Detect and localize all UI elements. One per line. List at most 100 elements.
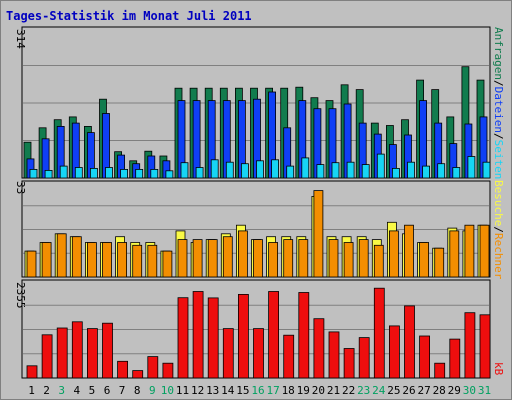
x-axis-day-labels: 1 2 3 4 5 6 7 8 9 10 11 12 13 14 15 16 17 18 19 20 21 22 23 24 2…	[28, 384, 491, 397]
bottom-bar-kb-day-29	[449, 338, 461, 379]
day-label-25: 25	[387, 384, 400, 397]
bottom-bar-kb-day-7	[117, 360, 128, 379]
day-label-26: 26	[402, 384, 415, 397]
top-bar-seiten-day-3	[59, 165, 68, 179]
bottom-bar-kb-day-27	[419, 335, 431, 379]
middle-bar-rechner-day-23	[358, 239, 369, 278]
top-bar-seiten-day-9	[150, 168, 159, 179]
middle-panel-max-label: 33	[14, 181, 27, 194]
top-panel-bars	[23, 66, 491, 179]
top-bar-seiten-day-11	[180, 162, 189, 179]
top-bar-seiten-day-1	[29, 168, 38, 179]
middle-bar-rechner-day-22	[343, 242, 354, 278]
chart-title: Tages-Statistik im Monat Juli 2011	[6, 9, 252, 23]
bottom-bar-kb-day-8	[132, 370, 144, 379]
top-panel: 314 Anfragen/Dateien/Seiten	[14, 26, 505, 180]
top-bar-seiten-day-21	[331, 162, 340, 179]
top-bar-seiten-day-17	[271, 159, 280, 179]
bottom-bar-kb-day-26	[404, 305, 415, 379]
top-bar-seiten-day-24	[376, 153, 385, 179]
middle-bar-rechner-day-9	[147, 244, 158, 278]
middle-bar-rechner-day-27	[419, 242, 430, 278]
top-bar-seiten-day-29	[452, 167, 461, 179]
day-label-6: 6	[104, 384, 111, 397]
day-label-9: 9	[149, 384, 156, 397]
top-bar-seiten-day-22	[346, 161, 355, 179]
bottom-bar-kb-day-17	[268, 291, 280, 379]
bottom-panel: 2355 kB	[14, 279, 505, 379]
day-label-22: 22	[342, 384, 355, 397]
bottom-bar-kb-day-22	[343, 348, 355, 379]
middle-bar-rechner-day-14	[222, 236, 233, 278]
day-label-16: 16	[251, 384, 264, 397]
top-bar-seiten-day-4	[74, 167, 83, 179]
day-label-24: 24	[372, 384, 386, 397]
top-bar-seiten-day-12	[195, 167, 204, 179]
top-bar-dateien-day-12	[192, 100, 201, 179]
bottom-bar-kb-day-16	[253, 328, 264, 379]
middle-panel: 33 Besuche/Rechner	[14, 180, 505, 280]
bottom-bar-kb-day-1	[26, 365, 38, 379]
middle-bar-rechner-day-10	[162, 250, 173, 278]
legend-separator: /	[492, 226, 505, 233]
legend-besuche: Besuche	[492, 180, 505, 226]
top-bar-seiten-day-13	[210, 159, 219, 179]
day-label-19: 19	[297, 384, 310, 397]
middle-bar-rechner-day-31	[479, 224, 490, 278]
top-bar-seiten-day-7	[120, 168, 128, 179]
top-bar-seiten-day-18	[286, 165, 295, 179]
legend-seiten: Seiten	[492, 140, 505, 180]
middle-panel-bars	[24, 190, 490, 278]
middle-bar-rechner-day-28	[434, 247, 445, 278]
bottom-bar-kb-day-6	[102, 322, 113, 379]
day-label-27: 27	[417, 384, 430, 397]
legend-dateien: Dateien	[492, 87, 505, 133]
day-label-29: 29	[448, 384, 461, 397]
top-bar-seiten-day-25	[391, 167, 400, 179]
bottom-bar-kb-day-13	[207, 297, 219, 379]
day-label-31: 31	[478, 384, 491, 397]
legend-anfragen: Anfragen	[492, 27, 505, 80]
legend-separator: /	[492, 80, 505, 87]
day-label-14: 14	[221, 384, 235, 397]
top-bar-seiten-day-15	[240, 163, 249, 179]
middle-bar-rechner-day-3	[56, 233, 67, 278]
day-label-8: 8	[134, 384, 141, 397]
bottom-bar-kb-day-5	[87, 328, 98, 379]
top-bar-seiten-day-27	[422, 165, 431, 179]
top-bar-seiten-day-19	[301, 157, 310, 179]
day-label-7: 7	[119, 384, 126, 397]
bottom-bar-kb-day-4	[71, 321, 83, 379]
top-bar-seiten-day-28	[437, 163, 446, 179]
bottom-bar-kb-day-14	[222, 328, 234, 379]
day-label-21: 21	[327, 384, 340, 397]
top-panel-max-label: 314	[14, 29, 27, 49]
bottom-bar-kb-day-10	[162, 362, 174, 379]
bottom-panel-legend-kb: kB	[492, 362, 505, 376]
bottom-panel-max-label: 2355	[14, 282, 27, 309]
bottom-bar-kb-day-12	[192, 291, 204, 379]
middle-bar-rechner-day-29	[449, 230, 460, 278]
bottom-bar-kb-day-30	[464, 312, 476, 379]
day-label-10: 10	[161, 384, 174, 397]
bottom-bar-kb-day-31	[479, 314, 491, 379]
top-bar-seiten-day-2	[44, 169, 53, 179]
middle-bar-rechner-day-4	[71, 236, 82, 278]
top-bar-seiten-day-5	[90, 167, 98, 179]
bottom-bar-kb-day-3	[56, 327, 68, 379]
day-label-15: 15	[236, 384, 249, 397]
legend-separator: /	[492, 133, 505, 140]
middle-bar-rechner-day-15	[237, 230, 248, 278]
middle-bar-rechner-day-7	[117, 242, 127, 278]
top-bar-seiten-day-8	[135, 168, 144, 179]
day-label-30: 30	[463, 384, 476, 397]
middle-bar-rechner-day-8	[132, 244, 143, 278]
middle-bar-rechner-day-25	[388, 230, 399, 278]
bottom-bar-kb-day-25	[388, 325, 400, 379]
middle-bar-rechner-day-5	[87, 242, 97, 278]
middle-bar-rechner-day-20	[313, 190, 324, 278]
top-bar-seiten-day-14	[225, 161, 234, 179]
middle-bar-rechner-day-18	[283, 239, 294, 278]
